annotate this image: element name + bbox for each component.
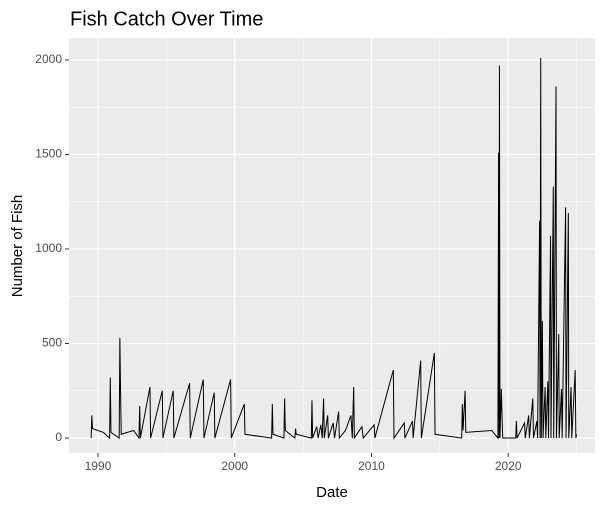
y-tick-label: 2000: [35, 52, 62, 66]
y-tick-label: 0: [55, 430, 62, 444]
grid: [69, 38, 595, 453]
data-line: [90, 58, 578, 440]
y-tick-label: 1000: [35, 241, 62, 255]
x-axis-label: Date: [316, 484, 348, 501]
x-tick-label: 2000: [221, 459, 248, 473]
y-tick-label: 500: [42, 336, 62, 350]
x-tick-label: 1990: [85, 459, 112, 473]
marks: [90, 58, 578, 440]
y-axis-label: Number of Fish: [9, 195, 26, 298]
chart-title: Fish Catch Over Time: [70, 8, 263, 30]
y-tick-label: 1500: [35, 147, 62, 161]
x-tick-label: 2010: [358, 459, 385, 473]
x-tick-label: 2020: [495, 459, 522, 473]
